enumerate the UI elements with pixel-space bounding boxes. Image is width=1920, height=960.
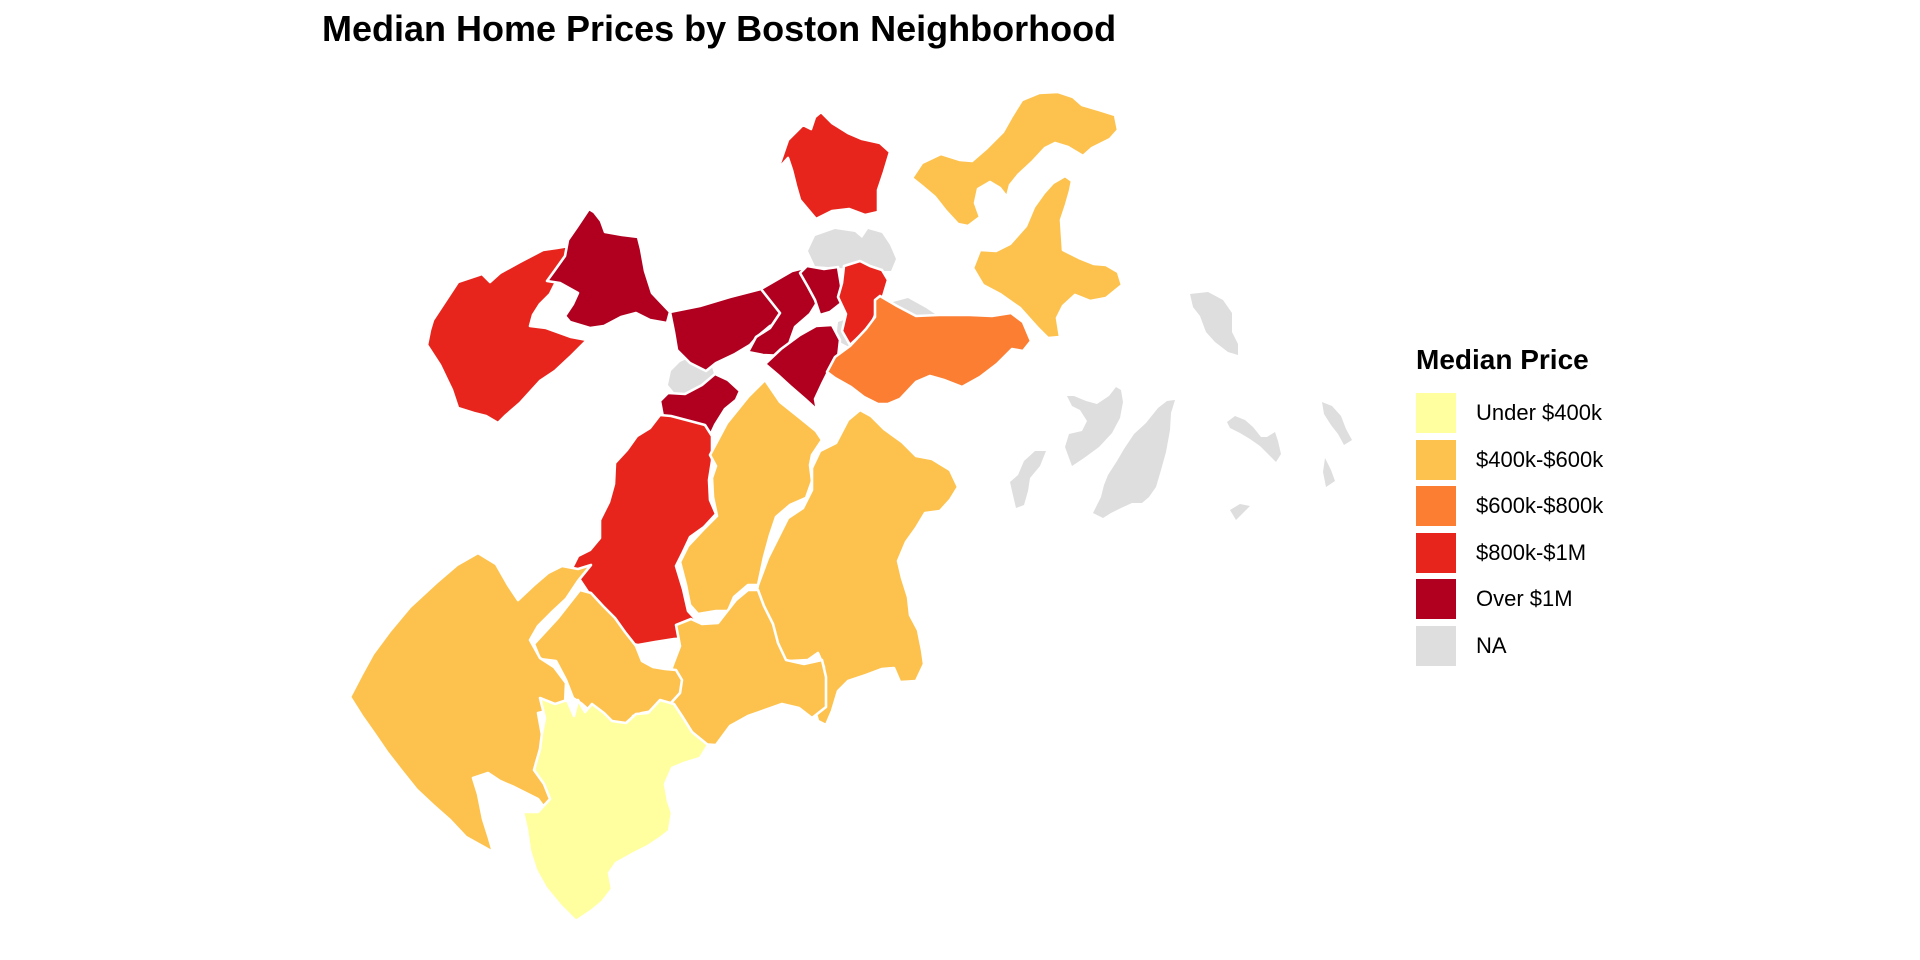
region-harbor-island-5[interactable] [1227, 416, 1281, 462]
legend-label: $400k-$600k [1476, 446, 1604, 472]
legend-label: $600k-$800k [1476, 493, 1604, 519]
legend-item-na: NA [1416, 623, 1603, 670]
legend-swatch [1416, 532, 1456, 573]
region-harbor-island-1[interactable] [1190, 292, 1238, 355]
region-south-boston[interactable] [825, 294, 1033, 406]
legend-swatch [1416, 625, 1456, 666]
legend-item-under-400k: Under $400k [1416, 390, 1603, 437]
legend-swatch [1416, 439, 1456, 480]
region-roxbury[interactable] [678, 378, 824, 616]
legend-label: Under $400k [1476, 400, 1602, 426]
legend-item-600k-800k: $600k-$800k [1416, 483, 1603, 530]
region-brighton[interactable] [545, 207, 672, 330]
region-harbor-island-3[interactable] [1010, 451, 1046, 508]
legend-item-800k-1m: $800k-$1M [1416, 530, 1603, 577]
map-title: Median Home Prices by Boston Neighborhoo… [322, 8, 1117, 49]
legend-swatch [1416, 579, 1456, 620]
region-north-end-nw[interactable] [776, 110, 892, 221]
region-east-boston[interactable] [910, 90, 1124, 340]
legend-label: $800k-$1M [1476, 539, 1587, 565]
legend-swatch [1416, 393, 1456, 434]
region-harbor-island-6[interactable] [1322, 402, 1352, 445]
legend-swatch [1416, 486, 1456, 527]
region-harbor-island-7[interactable] [1323, 458, 1335, 487]
legend-label: NA [1476, 632, 1507, 658]
region-harbor-island-8[interactable] [1230, 504, 1250, 520]
region-harbor-island-4[interactable] [1093, 400, 1175, 518]
region-charlestown[interactable] [808, 229, 896, 271]
legend-title: Median Price [1416, 344, 1589, 375]
legend-items: Under $400k $400k-$600k $600k-$800k $800k-$… [1416, 390, 1603, 669]
legend-label: Over $1M [1476, 586, 1573, 612]
legend-item-400k-600k: $400k-$600k [1416, 437, 1603, 484]
region-harbor-island-2[interactable] [1065, 387, 1123, 466]
region-hyde-park[interactable] [521, 696, 710, 923]
legend-item-over-1m: Over $1M [1416, 576, 1603, 623]
legend: Median Price Under $400k $400k-$600k $600k… [1416, 344, 1603, 669]
region-allston[interactable] [425, 244, 589, 425]
